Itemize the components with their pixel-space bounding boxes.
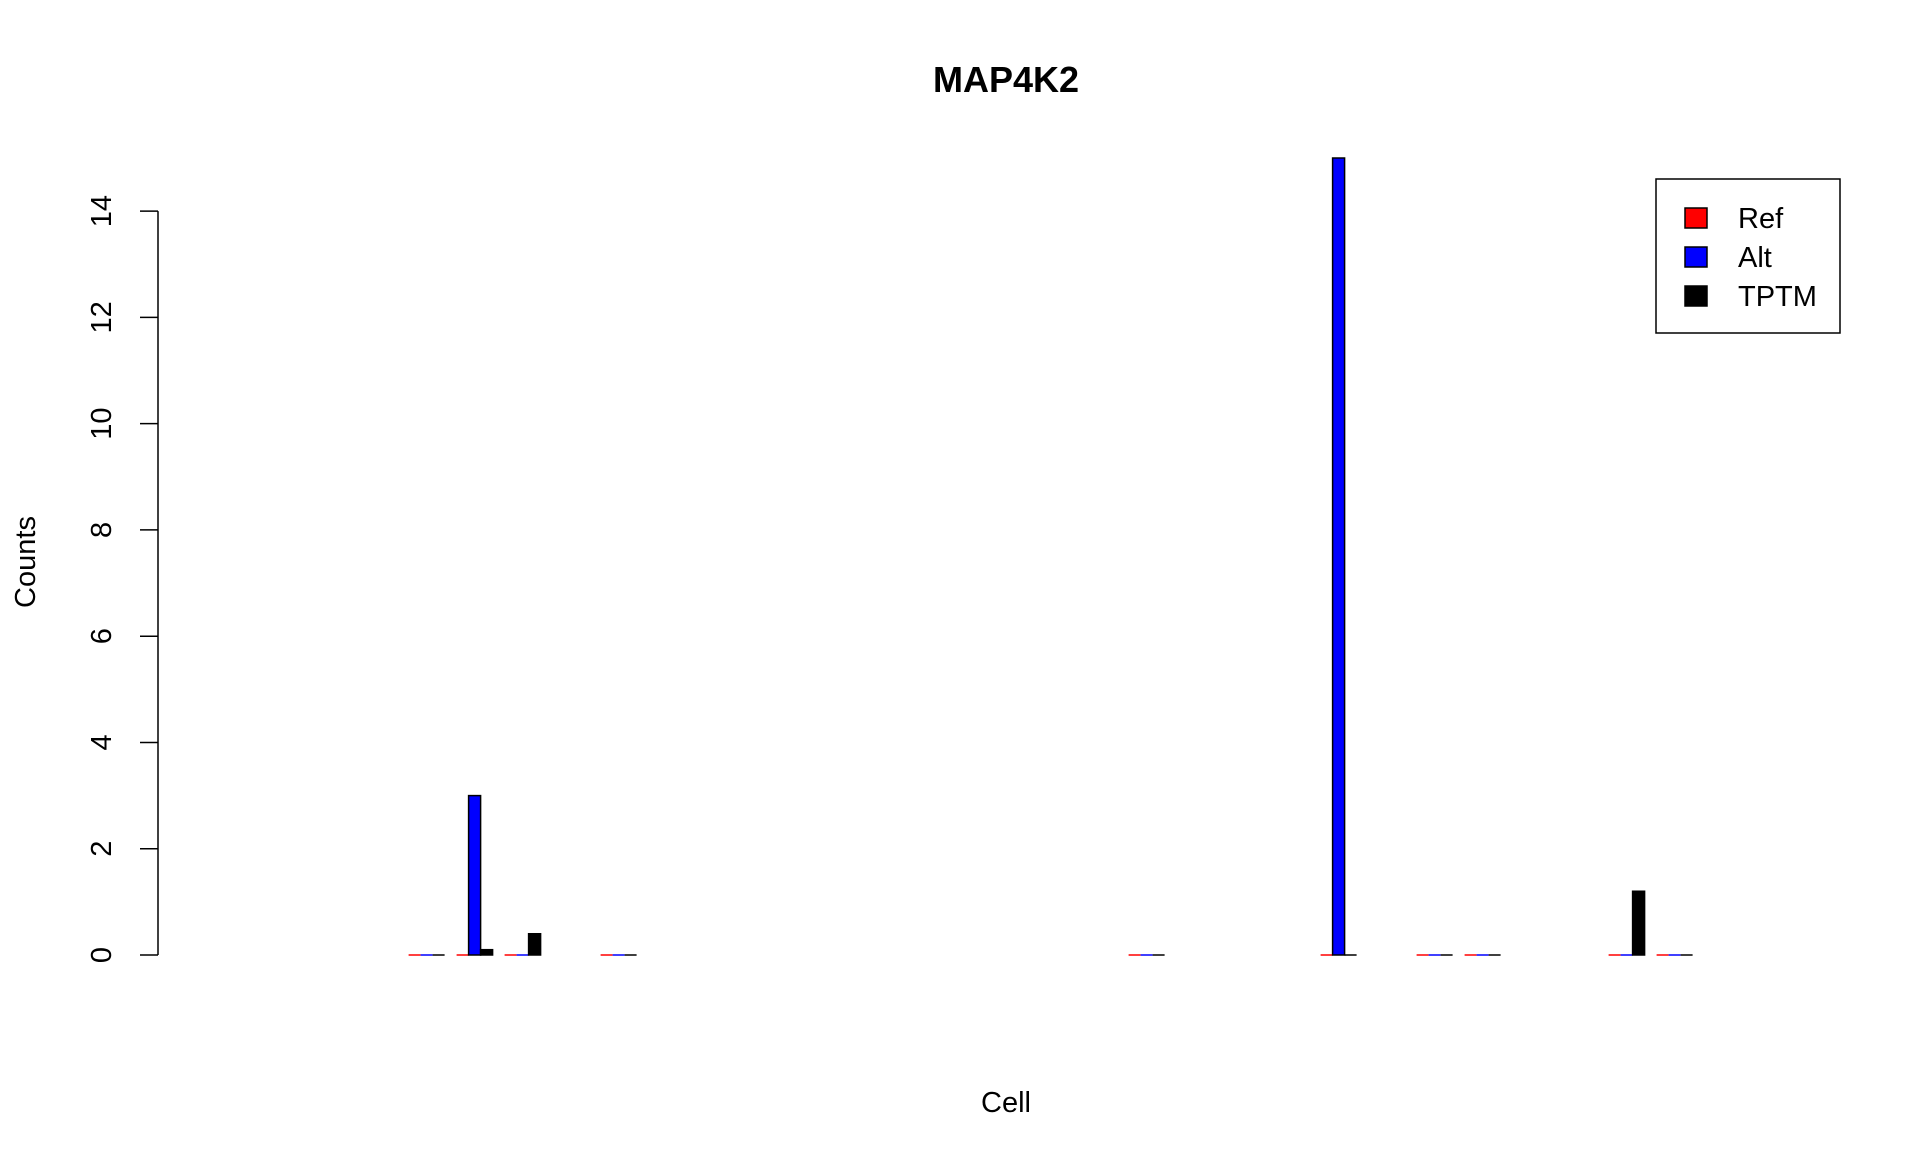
- y-axis-label: Counts: [10, 516, 42, 608]
- legend-swatch-alt: [1684, 246, 1708, 268]
- bar-tptm: [527, 932, 542, 956]
- bars-group: [408, 157, 1693, 956]
- bar-ref: [1416, 954, 1429, 956]
- bar-alt: [1331, 157, 1346, 956]
- bar-alt: [1428, 954, 1441, 956]
- bar-alt: [1668, 954, 1681, 956]
- chart-title: MAP4K2: [933, 59, 1079, 100]
- bar-alt: [1476, 954, 1489, 956]
- bar-tptm: [1488, 954, 1501, 956]
- bar-tptm: [1631, 890, 1646, 956]
- bar-tptm: [1344, 954, 1357, 956]
- bar-ref: [408, 954, 421, 956]
- y-tick-label: 8: [86, 522, 118, 538]
- x-axis-label: Cell: [981, 1087, 1031, 1119]
- bar-ref: [1320, 954, 1333, 956]
- y-tick-label: 2: [86, 841, 118, 857]
- y-axis: 0 2 4 6 8 10 12 14: [86, 195, 159, 963]
- legend-label-alt: Alt: [1738, 242, 1772, 274]
- bar-tptm: [1680, 954, 1693, 956]
- bar-ref: [1128, 954, 1141, 956]
- legend-swatch-ref: [1684, 207, 1708, 229]
- y-tick-label: 0: [86, 947, 118, 963]
- bar-ref: [456, 954, 469, 956]
- bar-ref: [1464, 954, 1477, 956]
- bar-alt: [612, 954, 625, 956]
- y-tick-label: 14: [86, 195, 118, 227]
- y-tick-label: 10: [86, 408, 118, 440]
- bar-alt: [420, 954, 433, 956]
- y-tick-label: 12: [86, 301, 118, 333]
- bar-alt: [1140, 954, 1153, 956]
- bar-alt: [467, 794, 482, 956]
- bar-ref: [1608, 954, 1621, 956]
- bar-tptm: [1440, 954, 1453, 956]
- bar-tptm: [1152, 954, 1165, 956]
- legend-label-ref: Ref: [1738, 203, 1784, 235]
- legend-label-tptm: TPTM: [1738, 281, 1817, 313]
- bar-tptm: [432, 954, 445, 956]
- bar-tptm: [479, 948, 494, 956]
- bar-ref: [1656, 954, 1669, 956]
- bar-alt: [1620, 954, 1633, 956]
- bar-tptm: [624, 954, 637, 956]
- legend-swatch-tptm: [1684, 285, 1708, 307]
- y-tick-label: 4: [86, 734, 118, 750]
- bar-ref: [600, 954, 613, 956]
- bar-alt: [516, 954, 529, 956]
- legend: Ref Alt TPTM: [1655, 178, 1841, 334]
- y-tick-label: 6: [86, 628, 118, 644]
- bar-ref: [504, 954, 517, 956]
